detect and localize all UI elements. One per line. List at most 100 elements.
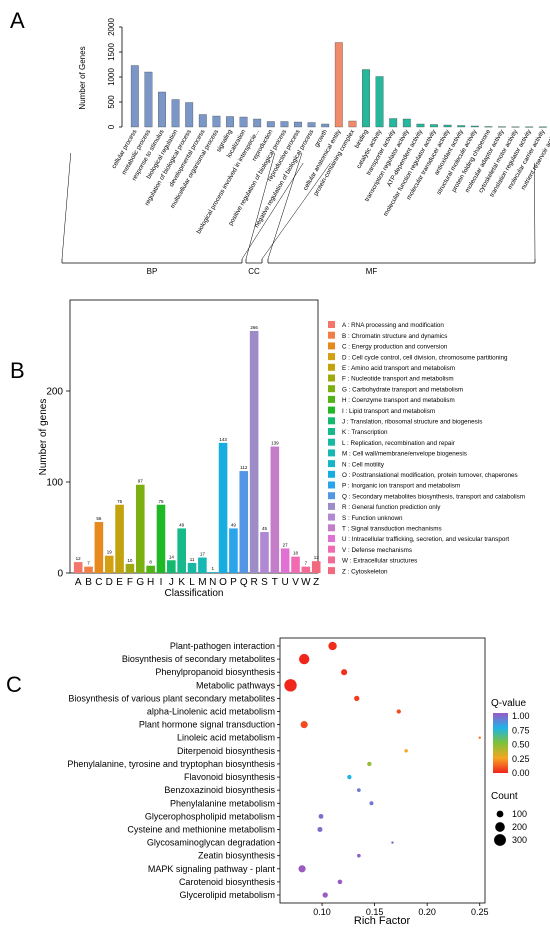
b-category-label: V [292,577,299,588]
a-bar [498,126,506,128]
b-bar [218,442,228,573]
b-legend-swatch [328,567,335,575]
b-legend-entry: O : Posttranslational modification, prot… [342,472,518,479]
b-ytick-label: 100 [46,478,63,489]
a-ytick-label: 1000 [107,68,116,86]
b-legend-entry: C : Energy production and conversion [342,344,448,351]
b-category-label: R [251,577,258,588]
b-legend-entry: N : Cell motility [342,461,385,468]
c-pathway-label: Phenylalanine metabolism [170,798,275,808]
a-bar [389,118,398,128]
a-bar [470,125,479,128]
c-pathway-label: Phenylalanine, tyrosine and tryptophan b… [67,759,275,769]
b-legend-swatch [328,513,335,521]
b-legend-entry: S : Function unknown [342,515,403,522]
b-category-label: H [147,577,154,588]
b-legend-entry: H : Coenzyme transport and metabolism [342,397,455,404]
b-legend-swatch [328,438,335,446]
a-group-leader [534,162,536,260]
b-bar [94,522,104,573]
b-legend-entry: T : Signal transduction mechanisms [342,526,442,533]
a-ytick-label: 0 [107,124,116,129]
c-pathway-label: Glycerophospholipid metabolism [145,811,275,821]
b-category-label: P [230,577,237,588]
size-legend-dot [495,822,505,832]
b-legend-swatch [328,363,335,371]
b-value-label: 18 [293,551,299,556]
b-value-label: 45 [262,526,268,531]
c-xtick-label: 0.15 [366,907,384,917]
b-legend-swatch [328,449,335,457]
b-legend-entry: A : RNA processing and modification [342,322,444,329]
b-category-label: O [219,577,227,588]
b-ytick-label: 0 [57,569,63,580]
a-bar [321,123,330,128]
b-category-label: I [160,577,163,588]
c-point [337,879,343,885]
b-value-label: 10 [127,558,133,563]
a-bar [430,124,438,128]
b-value-label: 11 [190,557,195,562]
b-value-label: 75 [158,499,164,504]
b-value-label: 143 [219,437,227,442]
b-legend-entry: P : Inorganic ion transport and metaboli… [342,483,460,490]
b-legend-swatch [328,417,335,425]
a-bar [538,126,547,128]
c-xtick-label: 0.10 [313,907,331,917]
b-bar [229,528,238,573]
chart-b-frame [69,299,319,574]
a-bar [443,124,452,128]
a-group-leader [241,162,304,260]
b-value-label: 19 [107,550,113,555]
a-group-leader [261,162,331,260]
b-bar [104,555,114,573]
a-group-leader [245,152,276,260]
b-value-label: 97 [138,479,144,484]
b-legend-entry: V : Defense mechanisms [342,547,412,554]
c-xtick-label: 0.20 [418,907,436,917]
b-value-label: 13 [314,555,320,560]
b-legend-swatch [328,481,335,489]
b-legend-swatch [328,460,335,468]
size-legend-title: Count [491,791,518,802]
b-bar [125,563,135,573]
b-category-label: U [282,577,289,588]
b-category-label: W [301,577,311,588]
size-legend-dot [496,810,504,818]
a-bar [375,76,384,128]
colorbar-tick-label: 0.25 [512,754,530,764]
b-legend-swatch [328,524,335,532]
a-group-leader [61,152,72,260]
panel-label-b: B [10,358,25,383]
panel-label-c: C [6,672,22,697]
b-bar [135,484,145,573]
colorbar-tick-label: 0.00 [512,768,530,778]
b-category-label: M [198,577,206,588]
b-bar [187,562,197,573]
c-point [391,841,394,844]
b-bar [177,528,186,573]
b-bar [73,562,83,573]
size-legend-label: 100 [512,809,527,819]
c-point [347,774,352,780]
a-bar [158,91,166,128]
c-pathway-label: Cysteine and methionine metabolism [127,824,275,834]
b-legend-entry: L : Replication, recombination and repai… [342,440,455,447]
c-pathway-label: Glycosaminoglycan degradation [147,838,275,848]
colorbar-tick-label: 0.75 [512,725,530,735]
b-legend-swatch [328,535,335,542]
a-bar [185,102,194,128]
a-bar [253,118,262,128]
b-legend-swatch [328,406,335,414]
b-value-label: 17 [200,552,206,557]
a-bar [334,42,343,128]
a-bar [457,125,466,128]
c-point [356,788,361,793]
b-category-label: G [136,577,144,588]
a-ytick-label: 1500 [107,43,116,61]
c-pathway-label: Metabolic pathways [196,680,276,690]
chart-b-ylabel: Number of genes [38,399,49,476]
a-bar [307,122,316,128]
b-category-label: F [127,577,133,588]
c-xtick-label: 0.25 [471,907,489,917]
